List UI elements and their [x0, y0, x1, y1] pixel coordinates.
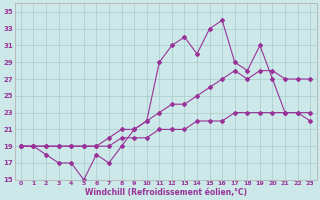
X-axis label: Windchill (Refroidissement éolien,°C): Windchill (Refroidissement éolien,°C) [84, 188, 247, 197]
